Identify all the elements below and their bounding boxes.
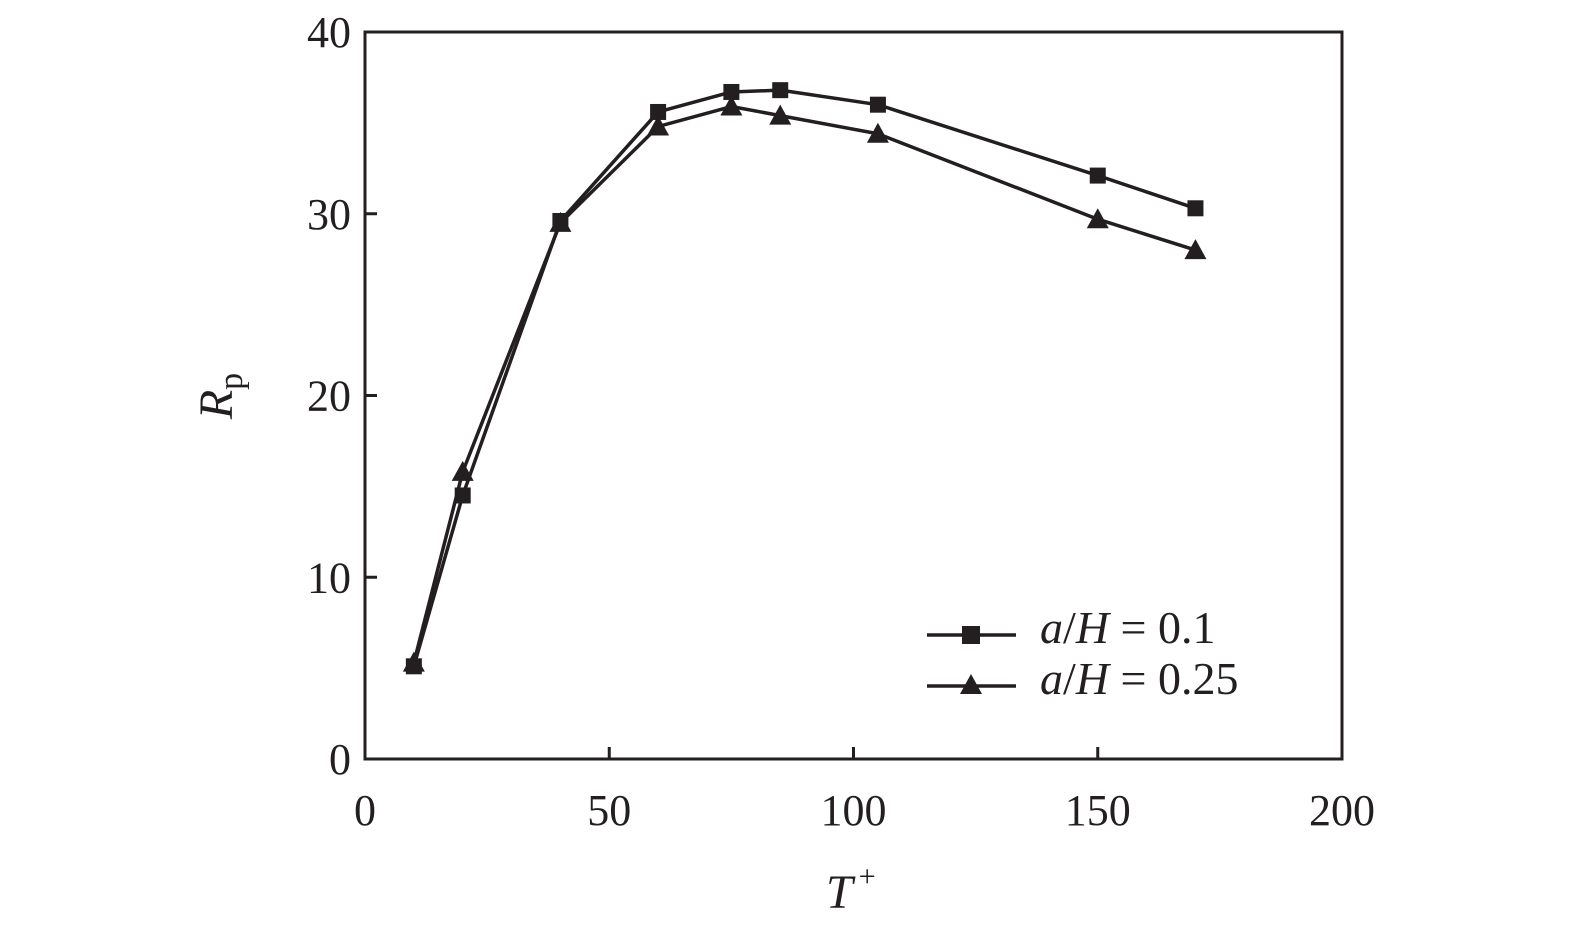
series-1 — [405, 82, 1204, 675]
triangle-marker-icon — [1086, 208, 1109, 229]
square-marker-icon — [1187, 200, 1204, 217]
y-axis-label: Rp — [190, 373, 250, 420]
triangle-marker-icon — [720, 95, 743, 116]
legend: a/H = 0.1 a/H = 0.25 — [927, 602, 1238, 704]
svg-text:Rp: Rp — [190, 373, 250, 420]
x-axis-label-sup: + — [859, 860, 876, 893]
square-marker-icon — [772, 82, 789, 99]
y-tick-label: 30 — [307, 190, 351, 239]
triangle-marker-icon — [549, 211, 572, 232]
legend-label-2: a/H = 0.25 — [1040, 653, 1238, 704]
y-tick-label: 20 — [307, 372, 351, 421]
x-tick-label: 200 — [1309, 786, 1375, 835]
triangle-marker-icon — [769, 104, 792, 125]
x-tick-label: 150 — [1065, 786, 1131, 835]
axis-ticks: 0 50 100 150 200 0 10 20 30 40 — [307, 8, 1375, 835]
triangle-marker-icon — [451, 460, 474, 481]
square-marker-icon — [962, 626, 980, 644]
triangle-marker-icon — [866, 122, 889, 143]
legend-label-1: a/H = 0.1 — [1040, 602, 1215, 653]
square-marker-icon — [650, 103, 667, 120]
series-group — [402, 82, 1207, 675]
square-marker-icon — [723, 83, 740, 100]
x-tick-label: 100 — [821, 786, 887, 835]
square-marker-icon — [869, 96, 886, 113]
x-tick-label: 50 — [587, 786, 631, 835]
triangle-marker-icon — [647, 115, 670, 136]
legend-item-series-1: a/H = 0.1 — [927, 602, 1215, 653]
square-marker-icon — [1089, 167, 1106, 184]
y-tick-label: 40 — [307, 8, 351, 57]
legend-item-series-2: a/H = 0.25 — [927, 653, 1238, 704]
x-axis-label-main: T — [826, 866, 856, 919]
x-tick-label: 0 — [354, 786, 376, 835]
y-tick-label: 0 — [329, 735, 351, 784]
triangle-marker-icon — [960, 674, 982, 694]
y-tick-label: 10 — [307, 553, 351, 602]
triangle-marker-icon — [1184, 239, 1207, 260]
y-axis-label-main: R — [190, 390, 243, 420]
triangle-marker-icon — [402, 651, 425, 672]
svg-text:T+: T + — [826, 860, 876, 919]
y-axis-label-sub: p — [213, 373, 250, 390]
series-line — [412, 104, 1196, 664]
series-line — [412, 88, 1197, 667]
x-axis-label: T + — [826, 860, 876, 919]
series-2 — [402, 95, 1207, 672]
